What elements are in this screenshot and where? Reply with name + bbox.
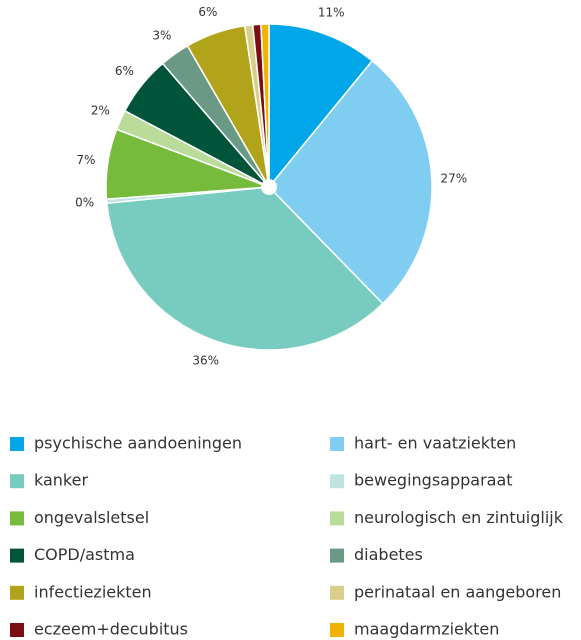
legend-swatch <box>330 623 344 637</box>
legend-label: neurologisch en zintuiglijk <box>354 508 564 527</box>
legend-label: ongevalsletsel <box>34 508 149 527</box>
legend-label: hart- en vaatziekten <box>354 434 516 453</box>
slice-label: 7% <box>76 153 95 167</box>
legend-swatch <box>330 437 344 451</box>
pie-slice <box>260 23 270 188</box>
legend-swatch <box>10 437 24 451</box>
pie-slice <box>268 23 374 190</box>
legend-swatch <box>10 474 24 489</box>
legend-label: eczeem+decubitus <box>34 620 188 639</box>
legend-label: psychische aandoeningen <box>34 434 242 453</box>
slice-label: 11% <box>318 5 345 19</box>
legend-swatch <box>330 548 344 563</box>
legend-swatch <box>10 585 24 600</box>
legend-label: perinataal en aangeboren <box>354 582 561 601</box>
legend-swatch <box>330 511 344 526</box>
legend-swatch <box>330 585 344 600</box>
legend-swatch <box>10 511 24 526</box>
slice-label: 2% <box>91 103 110 117</box>
legend-swatch <box>10 623 24 637</box>
slice-label: 3% <box>152 29 171 43</box>
slice-label: 0% <box>75 196 94 210</box>
legend-label: COPD/astma <box>34 545 135 564</box>
slice-label: 6% <box>198 5 217 19</box>
slice-label: 6% <box>115 64 134 78</box>
legend-label: bewegingsapparaat <box>354 471 513 490</box>
slice-label: 36% <box>192 353 219 367</box>
pie-slice <box>267 59 433 305</box>
legend-label: diabetes <box>354 545 423 564</box>
legend-swatch <box>10 548 24 563</box>
legend-swatch <box>330 474 344 489</box>
legend-label: infectieziekten <box>34 582 152 601</box>
center-hole <box>261 179 277 195</box>
legend-label: maagdarmziekten <box>354 620 499 639</box>
legend-label: kanker <box>34 471 88 490</box>
slice-label: 27% <box>440 171 467 185</box>
pie-slice <box>105 186 384 351</box>
